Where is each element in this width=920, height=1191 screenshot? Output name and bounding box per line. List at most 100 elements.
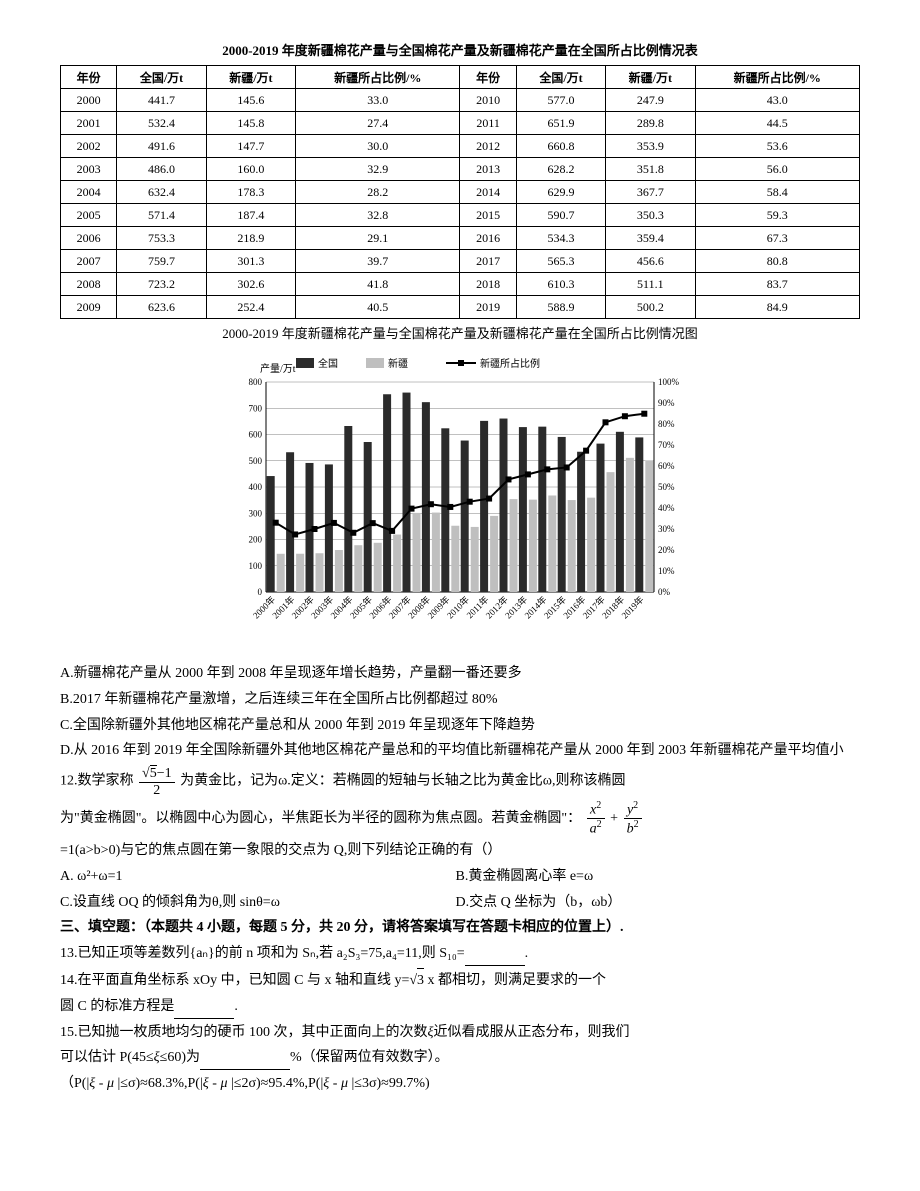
table-title: 2000-2019 年度新疆棉花产量与全国棉花产量及新疆棉花产量在全国所占比例情…: [60, 40, 860, 59]
cotton-chart: 01002003004005006007008000%10%20%30%40%5…: [220, 352, 700, 652]
table-cell: 252.4: [206, 296, 295, 319]
minus-one: −1: [157, 766, 172, 781]
table-cell: 511.1: [606, 273, 695, 296]
svg-text:200: 200: [249, 535, 263, 545]
table-cell: 43.0: [695, 89, 860, 112]
denom-two: 2: [139, 783, 175, 798]
q14-b: x 都相切，则满足要求的一个: [428, 973, 607, 988]
chart-container: 01002003004005006007008000%10%20%30%40%5…: [60, 352, 860, 652]
table-cell: 632.4: [117, 181, 206, 204]
svg-text:700: 700: [249, 403, 263, 413]
q15-blank: [200, 1055, 290, 1070]
q15-note: （P(|ξ - μ |≤σ)≈68.3%,P(|ξ - μ |≤2σ)≈95.4…: [60, 1072, 860, 1096]
table-cell: 2018: [460, 273, 516, 296]
table-cell: 441.7: [117, 89, 206, 112]
table-cell: 160.0: [206, 158, 295, 181]
svg-text:10%: 10%: [658, 566, 675, 576]
sqrt5: 5: [150, 765, 157, 781]
table-cell: 2003: [61, 158, 117, 181]
q12-opt-a: A. ω²+ω=1: [60, 865, 452, 889]
table-cell: 2001: [61, 112, 117, 135]
svg-text:20%: 20%: [658, 545, 675, 555]
svg-text:全国: 全国: [318, 357, 338, 370]
table-cell: 759.7: [117, 250, 206, 273]
svg-text:40%: 40%: [658, 503, 675, 513]
table-cell: 2010: [460, 89, 516, 112]
table-header: 新疆/万t: [206, 66, 295, 89]
q14-line1: 14.在平面直角坐标系 xOy 中，已知圆 C 与 x 轴和直线 y=√3 x …: [60, 968, 860, 993]
q15-e: %（保留两位有效数字）。: [290, 1050, 449, 1065]
data-table: 年份全国/万t新疆/万t新疆所占比例/%年份全国/万t新疆/万t新疆所占比例/%…: [60, 65, 860, 319]
table-cell: 571.4: [117, 204, 206, 227]
table-cell: 588.9: [516, 296, 605, 319]
mu-3: μ: [341, 1076, 348, 1091]
table-cell: 218.9: [206, 227, 295, 250]
table-row: 2003486.0160.032.92013628.2351.856.0: [61, 158, 860, 181]
table-cell: 27.4: [296, 112, 460, 135]
table-cell: 2000: [61, 89, 117, 112]
table-cell: 2008: [61, 273, 117, 296]
svg-text:90%: 90%: [658, 398, 675, 408]
svg-text:30%: 30%: [658, 524, 675, 534]
nB: |≤σ)≈68.3%,P(|: [117, 1076, 202, 1091]
section-3-header: 三、填空题：（本题共 4 小题，每题 5 分，共 20 分，请将答案填写在答题卡…: [60, 916, 860, 940]
option-d: D.从 2016 年到 2019 年全国除新疆外其他地区棉花产量总和的平均值比新…: [60, 739, 860, 763]
table-cell: 500.2: [606, 296, 695, 319]
table-cell: 2005: [61, 204, 117, 227]
xi-3: ξ: [89, 1076, 95, 1091]
q14-line2: 圆 C 的标准方程是.: [60, 995, 860, 1019]
q12-line2: 为"黄金椭圆"。以椭圆中心为圆心，半焦距长为半径的圆称为焦点圆。若黄金椭圆"： …: [60, 800, 860, 837]
q15-line2: 可以估计 P(45≤ξ≤60)为%（保留两位有效数字）。: [60, 1046, 860, 1070]
table-cell: 723.2: [117, 273, 206, 296]
table-header: 新疆所占比例/%: [296, 66, 460, 89]
table-cell: 2002: [61, 135, 117, 158]
table-cell: 2013: [460, 158, 516, 181]
table-cell: 2006: [61, 227, 117, 250]
table-cell: 2015: [460, 204, 516, 227]
q12-line1: 12.数学家称 √5−1 2 为黄金比，记为ω.定义：若椭圆的短轴与长轴之比为黄…: [60, 765, 860, 798]
table-cell: 590.7: [516, 204, 605, 227]
svg-text:800: 800: [249, 377, 263, 387]
table-row: 2005571.4187.432.82015590.7350.359.3: [61, 204, 860, 227]
option-a: A.新疆棉花产量从 2000 年到 2008 年呈现逐年增长趋势，产量翻一番还要…: [60, 662, 860, 686]
table-cell: 660.8: [516, 135, 605, 158]
table-row: 2006753.3218.929.12016534.3359.467.3: [61, 227, 860, 250]
q12-opt-b: B.黄金椭圆离心率 e=ω: [456, 865, 848, 889]
table-cell: 628.2: [516, 158, 605, 181]
ellipse-y-term: y2b2: [624, 800, 642, 837]
table-cell: 178.3: [206, 181, 295, 204]
svg-text:500: 500: [249, 456, 263, 466]
table-cell: 41.8: [296, 273, 460, 296]
table-cell: 187.4: [206, 204, 295, 227]
table-cell: 53.6: [695, 135, 860, 158]
table-cell: 2011: [460, 112, 516, 135]
q14-c: 圆 C 的标准方程是: [60, 999, 174, 1014]
svg-text:400: 400: [249, 482, 263, 492]
table-cell: 32.8: [296, 204, 460, 227]
q15-d: ≤60)为: [160, 1050, 200, 1065]
q15-a: 15.已知抛一枚质地均匀的硬币 100 次，其中正面向上的次数: [60, 1025, 428, 1040]
sqrt3: 3: [417, 968, 424, 993]
table-header: 全国/万t: [516, 66, 605, 89]
table-cell: 2014: [460, 181, 516, 204]
table-cell: 145.6: [206, 89, 295, 112]
q13: 13.已知正项等差数列{aₙ}的前 n 项和为 Sₙ,若 a₂S₃=75,a₄=…: [60, 942, 860, 966]
table-cell: 32.9: [296, 158, 460, 181]
table-cell: 80.8: [695, 250, 860, 273]
table-cell: 577.0: [516, 89, 605, 112]
table-cell: 2019: [460, 296, 516, 319]
mu-1: μ: [107, 1076, 114, 1091]
table-cell: 623.6: [117, 296, 206, 319]
table-cell: 2016: [460, 227, 516, 250]
table-header: 年份: [460, 66, 516, 89]
svg-text:300: 300: [249, 508, 263, 518]
table-cell: 83.7: [695, 273, 860, 296]
table-cell: 351.8: [606, 158, 695, 181]
svg-text:80%: 80%: [658, 419, 675, 429]
table-cell: 44.5: [695, 112, 860, 135]
table-cell: 2004: [61, 181, 117, 204]
q13-blank: [465, 951, 525, 966]
table-cell: 486.0: [117, 158, 206, 181]
table-cell: 59.3: [695, 204, 860, 227]
table-cell: 56.0: [695, 158, 860, 181]
